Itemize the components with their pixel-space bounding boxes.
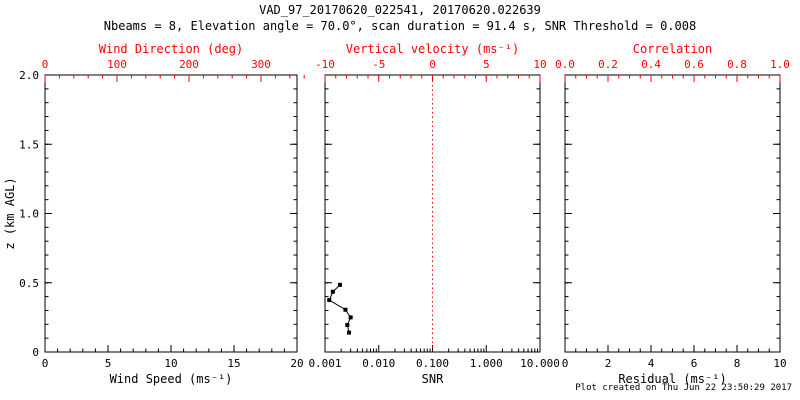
top-tick-label: 0 <box>429 58 436 71</box>
data-point-marker <box>330 289 335 294</box>
x-axis-title: Residual (ms⁻¹) <box>618 372 726 386</box>
y-tick-label: 1.5 <box>19 138 39 151</box>
x-tick-label: 20 <box>290 357 303 370</box>
top-tick-label: 0.8 <box>727 58 747 71</box>
x-axis-title: Wind Speed (ms⁻¹) <box>110 372 233 386</box>
x-tick-label: 0 <box>562 357 569 370</box>
x-tick-label: 0.100 <box>416 357 449 370</box>
x-tick-label: 5 <box>105 357 112 370</box>
plot-created-timestamp: Plot created on Thu Jun 22 23:50:29 2017 <box>575 383 792 393</box>
data-point-marker <box>345 322 350 327</box>
plot-title: VAD_97_20170620_022541, 20170620.022639 <box>259 3 541 17</box>
y-axis-title: z (km AGL) <box>3 177 17 249</box>
top-tick-label: 300 <box>251 58 271 71</box>
panel-box <box>44 74 298 353</box>
top-tick-label: 200 <box>179 58 199 71</box>
top-tick-label: 1.0 <box>770 58 790 71</box>
top-tick-label: 0 <box>42 58 49 71</box>
top-tick-label: 10 <box>533 58 546 71</box>
x-tick-label: 0.010 <box>362 357 395 370</box>
x-tick-label: 0 <box>42 357 49 370</box>
x-tick-label: 0.001 <box>308 357 341 370</box>
top-tick-label: 100 <box>107 58 127 71</box>
x-tick-label: 10 <box>773 357 786 370</box>
panel-box <box>564 74 781 353</box>
x-tick-label: 8 <box>734 357 741 370</box>
top-tick-label: 0.4 <box>641 58 661 71</box>
data-point-marker <box>347 330 352 335</box>
data-point-marker <box>337 282 342 287</box>
x-tick-label: 4 <box>648 357 655 370</box>
data-point-marker <box>327 298 332 303</box>
x-tick-label: 2 <box>605 357 612 370</box>
top-tick-label: 5 <box>483 58 490 71</box>
top-axis-title: Vertical velocity (ms⁻¹) <box>346 42 519 56</box>
top-tick-label: 0.0 <box>555 58 575 71</box>
data-point-marker <box>348 315 353 320</box>
top-tick-label: 0.6 <box>684 58 704 71</box>
x-tick-label: 1.000 <box>470 357 503 370</box>
top-tick-label: -10 <box>315 58 335 71</box>
y-tick-label: 0.5 <box>19 277 39 290</box>
plot-subtitle: Nbeams = 8, Elevation angle = 70.0°, sca… <box>103 19 697 33</box>
top-tick-label: 0.2 <box>598 58 618 71</box>
x-tick-label: 10.000 <box>520 357 560 370</box>
x-tick-label: 15 <box>227 357 240 370</box>
y-tick-label: 2.0 <box>19 69 39 82</box>
x-tick-label: 10 <box>164 357 177 370</box>
top-tick-label: -5 <box>372 58 385 71</box>
top-axis-title: Correlation <box>633 42 712 56</box>
data-point-marker <box>343 307 348 312</box>
x-axis-title: SNR <box>422 372 444 386</box>
top-axis-title: Wind Direction (deg) <box>99 42 244 56</box>
x-tick-label: 6 <box>691 357 698 370</box>
y-tick-label: 1.0 <box>19 208 39 221</box>
y-tick-label: 0 <box>32 346 39 359</box>
